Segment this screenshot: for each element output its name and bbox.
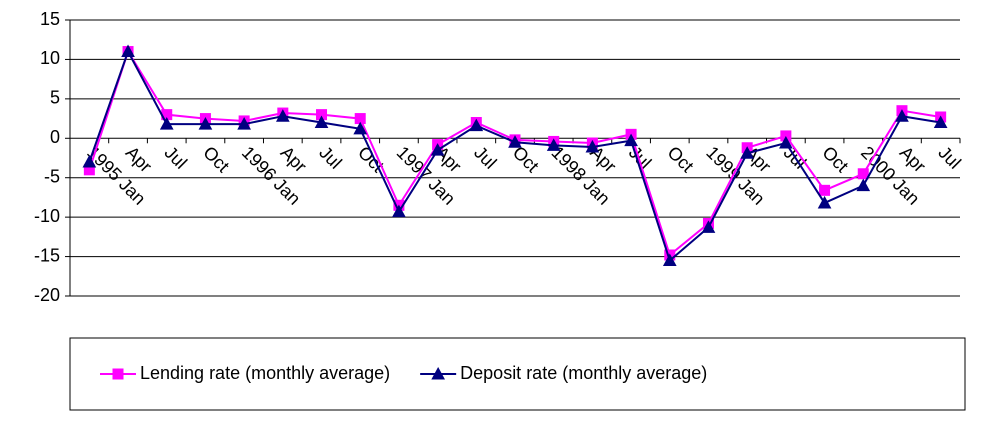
marker bbox=[933, 115, 948, 129]
x-tick-label: Oct bbox=[818, 142, 852, 176]
marker bbox=[779, 135, 793, 149]
marker bbox=[198, 117, 213, 130]
marker bbox=[314, 115, 329, 129]
marker bbox=[895, 109, 909, 122]
marker bbox=[275, 109, 290, 122]
y-tick-label: 5 bbox=[50, 88, 60, 108]
marker bbox=[740, 146, 755, 159]
marker bbox=[546, 138, 561, 151]
y-tick-label: -15 bbox=[34, 245, 60, 265]
marker bbox=[430, 143, 445, 156]
marker bbox=[817, 195, 832, 209]
marker bbox=[353, 121, 368, 135]
y-tick-label: 0 bbox=[50, 127, 60, 147]
marker bbox=[237, 117, 251, 130]
x-tick-label: Jul bbox=[934, 142, 964, 172]
marker bbox=[112, 368, 124, 380]
y-tick-label: -5 bbox=[44, 166, 60, 186]
marker bbox=[819, 184, 831, 196]
marker bbox=[662, 253, 677, 267]
y-tick-label: -10 bbox=[34, 206, 60, 226]
marker bbox=[508, 135, 522, 148]
marker bbox=[856, 178, 871, 192]
legend-label: Deposit rate (monthly average) bbox=[460, 363, 707, 383]
legend-label: Lending rate (monthly average) bbox=[140, 363, 390, 383]
marker bbox=[121, 44, 135, 58]
x-tick-label: Oct bbox=[199, 142, 233, 176]
marker bbox=[469, 118, 484, 132]
y-tick-label: 15 bbox=[40, 9, 60, 29]
marker bbox=[624, 133, 638, 147]
y-tick-label: -20 bbox=[34, 285, 60, 305]
marker bbox=[82, 154, 97, 168]
marker bbox=[701, 220, 716, 233]
x-tick-label: Oct bbox=[664, 142, 698, 176]
x-tick-label: Jul bbox=[470, 142, 500, 172]
y-tick-label: 10 bbox=[40, 48, 60, 68]
marker bbox=[392, 204, 406, 218]
x-tick-label: Jul bbox=[161, 142, 191, 172]
marker bbox=[159, 117, 174, 130]
marker bbox=[431, 366, 445, 380]
x-tick-label: Jul bbox=[315, 142, 345, 172]
marker bbox=[585, 139, 600, 153]
legend-box bbox=[69, 337, 966, 411]
